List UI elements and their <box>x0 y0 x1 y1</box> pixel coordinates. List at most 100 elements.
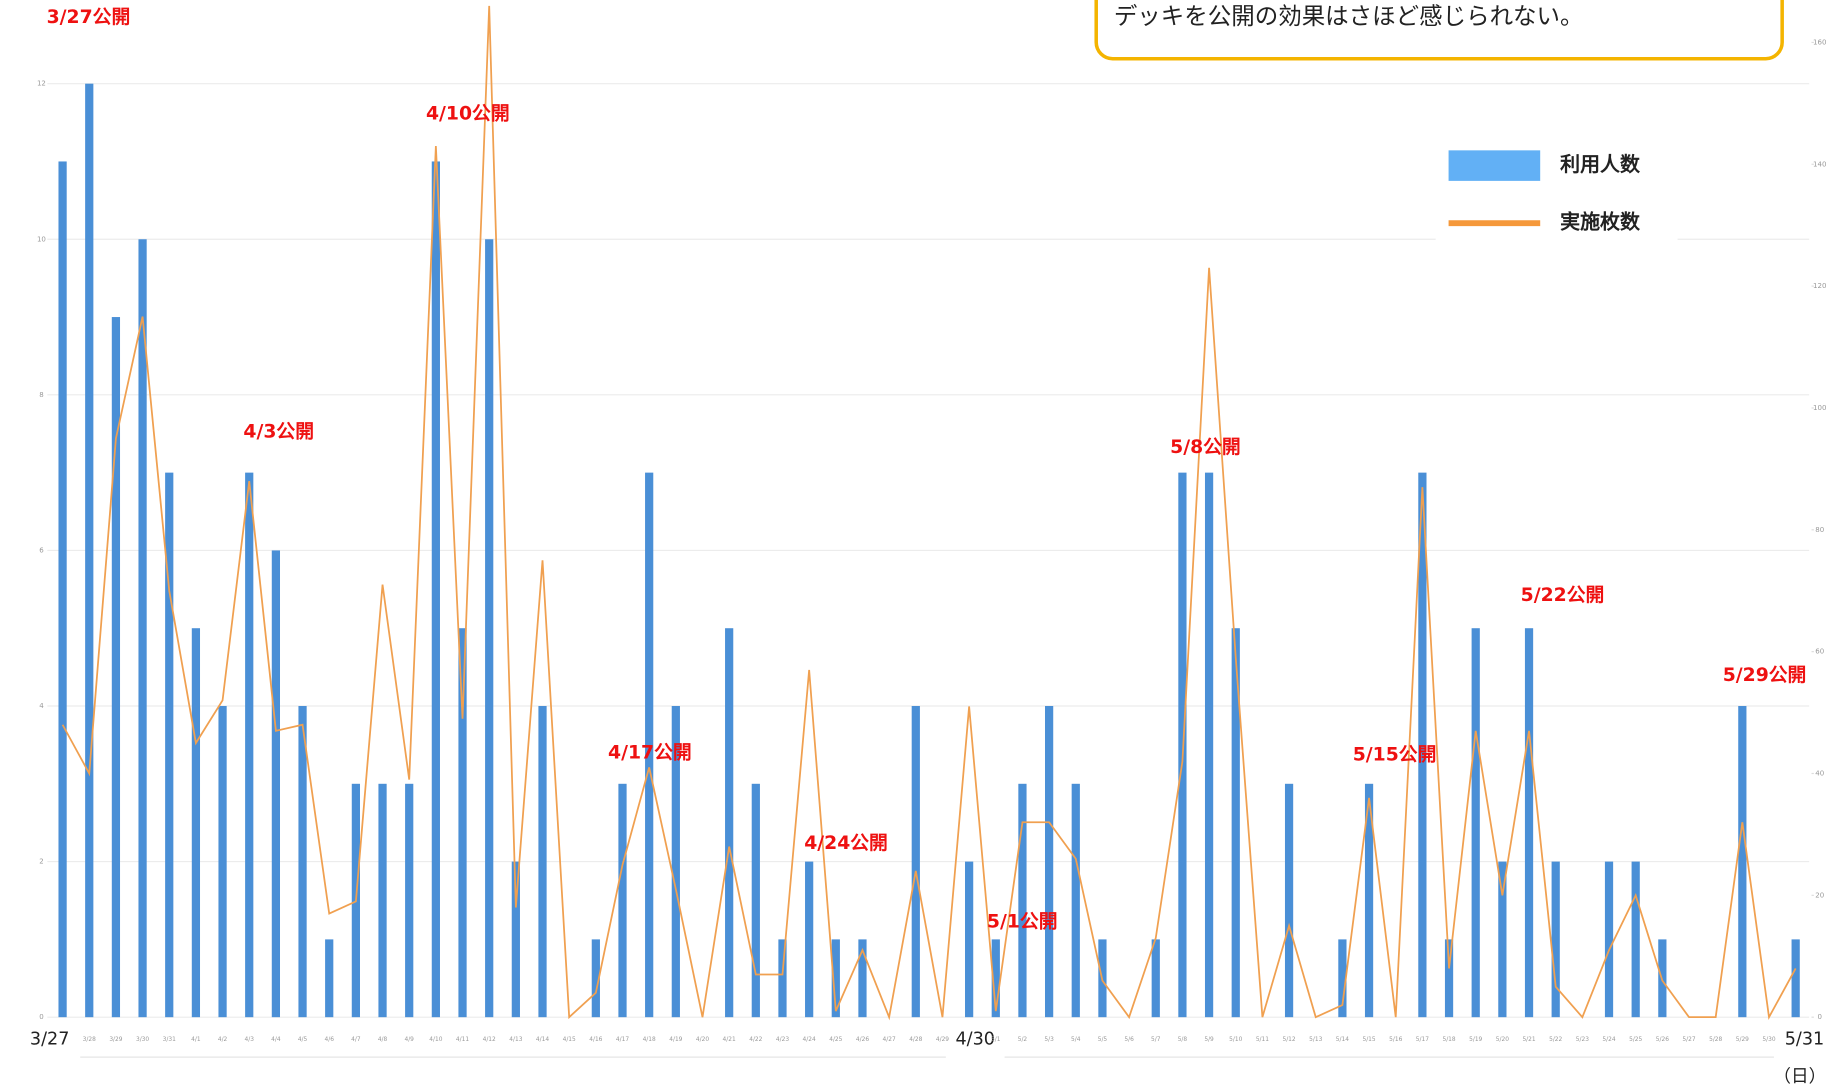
bar <box>1338 939 1347 1018</box>
bar <box>751 783 760 1018</box>
legend-label: 実施枚数 <box>1560 210 1641 234</box>
bar <box>1284 783 1294 1018</box>
annotation: 4/24公開 <box>804 832 888 854</box>
x-tick-label: 5/29 <box>1736 1037 1749 1043</box>
bar <box>245 472 254 1018</box>
bar <box>58 161 67 1018</box>
annotation: 4/17公開 <box>608 741 692 763</box>
y-tick-label: 4 <box>39 701 44 710</box>
x-tick-label: 5/18 <box>1442 1037 1455 1043</box>
bar <box>1604 861 1614 1018</box>
bar <box>1204 472 1214 1018</box>
x-tick-label: 5/27 <box>1682 1037 1695 1043</box>
x-tick-label: 4/12 <box>483 1037 496 1043</box>
x-tick-label: 5/22 <box>1549 1037 1562 1043</box>
x-tick-label: 5/25 <box>1629 1037 1642 1043</box>
x-tick-label: 4/19 <box>669 1037 682 1043</box>
bar <box>591 939 600 1018</box>
x-tick-label: 4/15 <box>563 1037 576 1043</box>
bar <box>458 628 467 1018</box>
annotation: 3/27公開 <box>47 6 131 28</box>
x-tick-label: 4/17 <box>616 1037 629 1043</box>
x-tick-label: 5/23 <box>1576 1037 1589 1043</box>
bar <box>538 706 547 1018</box>
x-tick-label: 4/9 <box>404 1037 414 1043</box>
x-tick-label: 4/14 <box>536 1037 549 1043</box>
x-tick-label: 5/15 <box>1362 1037 1375 1043</box>
annotation: 5/1公開 <box>987 911 1058 933</box>
bar <box>965 861 974 1018</box>
bar <box>1524 628 1534 1018</box>
y-tick-label: 2 <box>39 857 43 866</box>
x-tick-label: 5/28 <box>1709 1037 1722 1043</box>
x-tick-label: 4/23 <box>776 1037 789 1043</box>
x-tick-label: 4/3 <box>245 1037 255 1043</box>
bar <box>1178 472 1187 1018</box>
x-tick-label: 5/19 <box>1469 1037 1482 1043</box>
bar <box>1444 939 1454 1018</box>
x-tick-label: 5/3 <box>1044 1037 1054 1043</box>
x-tick-label: 4/8 <box>378 1037 388 1043</box>
y2-tick-label: 60 <box>1815 647 1824 656</box>
y2-tick-label: 120 <box>1813 281 1826 290</box>
annotation: 5/22公開 <box>1521 584 1605 606</box>
x-tick-label: 4/29 <box>936 1037 949 1043</box>
bar <box>1791 939 1800 1018</box>
bar <box>778 939 787 1018</box>
bar <box>1471 628 1480 1018</box>
annotation: 4/10公開 <box>426 102 510 124</box>
x-tick-label: 3/29 <box>109 1037 122 1043</box>
callout-text: デッキを公開の効果はさほど感じられない。 <box>1114 2 1584 30</box>
bar <box>1151 939 1160 1018</box>
bar <box>405 783 414 1018</box>
x-tick-label: 5/14 <box>1336 1037 1349 1043</box>
y2-tick-label: 80 <box>1815 525 1824 534</box>
x-tick-label: 5/21 <box>1522 1037 1535 1043</box>
x-tick-label: 4/18 <box>643 1037 656 1043</box>
bar <box>831 939 840 1018</box>
unit-label: （日） <box>1773 1067 1826 1087</box>
bar <box>1631 861 1640 1018</box>
y-tick-label: 12 <box>37 79 46 88</box>
y2-tick-label: 40 <box>1815 768 1824 777</box>
x-tick-label: 4/1 <box>191 1037 201 1043</box>
x-tick-label: 5/2 <box>1018 1037 1028 1043</box>
x-tick-label: 4/5 <box>298 1037 308 1043</box>
bar <box>298 706 307 1018</box>
bar <box>485 239 494 1018</box>
x-tick-label: 4/22 <box>749 1037 762 1043</box>
x-tick-label: 4/27 <box>883 1037 896 1043</box>
x-tick-label: 3/30 <box>136 1037 149 1043</box>
x-tick-label: 4/6 <box>324 1037 334 1043</box>
bar <box>1044 706 1054 1018</box>
annotation: 4/3公開 <box>243 421 314 443</box>
bar <box>325 939 334 1018</box>
x-tick-label: 4/24 <box>803 1037 816 1043</box>
y-tick-label: 10 <box>37 234 46 243</box>
bar <box>911 706 920 1018</box>
y2-tick-label: 20 <box>1815 890 1824 899</box>
bar <box>218 706 227 1018</box>
x-major-label: 3/27 <box>30 1029 70 1049</box>
legend-swatch <box>1448 150 1541 181</box>
line-series <box>61 5 1797 1021</box>
bar <box>725 628 734 1018</box>
bar <box>85 83 94 1018</box>
x-tick-label: 5/17 <box>1416 1037 1429 1043</box>
bar <box>805 861 814 1018</box>
y2-tick-label: 100 <box>1813 403 1826 412</box>
x-tick-label: 5/30 <box>1762 1037 1775 1043</box>
x-tick-label: 5/6 <box>1124 1037 1134 1043</box>
x-tick-label: 4/7 <box>351 1037 361 1043</box>
x-tick-label: 4/4 <box>271 1037 281 1043</box>
x-tick-label: 3/28 <box>83 1037 96 1043</box>
y2-tick-label: 140 <box>1813 159 1826 168</box>
legend-label: 利用人数 <box>1560 152 1641 176</box>
bar <box>165 472 174 1018</box>
y2-tick-label: 160 <box>1813 37 1826 46</box>
x-tick-label: 5/7 <box>1151 1037 1161 1043</box>
x-tick-label: 4/20 <box>696 1037 709 1043</box>
x-tick-label: 5/11 <box>1256 1037 1269 1043</box>
annotation: 5/29公開 <box>1723 664 1807 686</box>
